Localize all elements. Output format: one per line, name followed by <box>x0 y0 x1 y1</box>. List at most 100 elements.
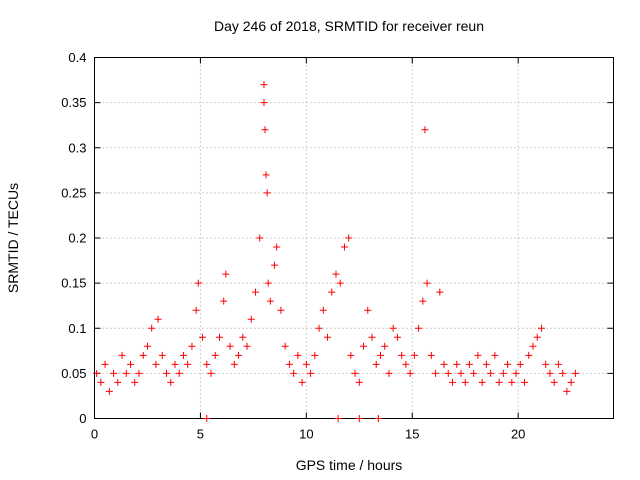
data-point <box>347 351 355 359</box>
data-point <box>114 378 122 386</box>
data-point <box>139 351 147 359</box>
data-point <box>230 360 238 368</box>
data-point <box>360 342 368 350</box>
y-tick-label: 0 <box>79 411 86 426</box>
data-point <box>368 333 376 341</box>
x-tick-label: 10 <box>299 427 313 442</box>
data-point <box>93 369 101 377</box>
data-point <box>546 369 554 377</box>
data-point <box>158 351 166 359</box>
data-point <box>351 369 359 377</box>
data-point <box>315 324 323 332</box>
data-point <box>332 270 340 278</box>
data-point <box>465 360 473 368</box>
data-point <box>122 369 130 377</box>
data-point <box>167 378 175 386</box>
y-tick-label: 0.35 <box>61 95 86 110</box>
data-point <box>487 369 495 377</box>
data-point <box>101 360 109 368</box>
data-point <box>256 234 264 242</box>
data-point <box>222 270 230 278</box>
data-point <box>495 378 503 386</box>
data-point <box>152 360 160 368</box>
data-point <box>381 342 389 350</box>
y-tick-label: 0.1 <box>68 321 86 336</box>
data-point <box>385 369 393 377</box>
data-point <box>294 351 302 359</box>
x-tick-label: 0 <box>91 427 98 442</box>
data-point <box>478 378 486 386</box>
data-point <box>542 360 550 368</box>
y-tick-label: 0.15 <box>61 276 86 291</box>
data-point <box>537 324 545 332</box>
data-point <box>203 415 211 422</box>
data-point <box>474 351 482 359</box>
data-point <box>127 360 135 368</box>
data-point <box>311 351 319 359</box>
data-point <box>226 342 234 350</box>
data-point <box>261 126 269 134</box>
x-tick-label: 15 <box>405 427 419 442</box>
data-point <box>444 369 452 377</box>
data-point <box>499 369 507 377</box>
data-point <box>262 171 270 179</box>
data-point <box>290 369 298 377</box>
data-point <box>277 306 285 314</box>
data-point <box>271 261 279 269</box>
data-point <box>340 243 348 251</box>
data-point <box>148 324 156 332</box>
data-point <box>220 297 228 305</box>
data-point <box>571 369 579 377</box>
data-point <box>175 369 183 377</box>
data-point <box>118 351 126 359</box>
y-tick-label: 0.2 <box>68 231 86 246</box>
data-point <box>529 342 537 350</box>
data-point <box>427 351 435 359</box>
data-point <box>415 324 423 332</box>
data-point <box>251 288 259 296</box>
y-tick-label: 0.4 <box>68 50 86 65</box>
data-point <box>421 126 429 134</box>
data-point <box>364 306 372 314</box>
data-point <box>398 351 406 359</box>
data-point <box>260 99 268 107</box>
data-point <box>105 387 113 395</box>
data-point <box>154 315 162 323</box>
data-point <box>319 306 327 314</box>
data-point <box>192 306 200 314</box>
data-point <box>336 279 344 287</box>
data-point <box>423 279 431 287</box>
data-point <box>199 333 207 341</box>
data-point <box>264 279 272 287</box>
data-point <box>307 369 315 377</box>
data-point <box>143 342 151 350</box>
y-tick-label: 0.25 <box>61 185 86 200</box>
data-point <box>184 360 192 368</box>
data-point <box>554 360 562 368</box>
data-point <box>273 243 281 251</box>
data-point <box>491 351 499 359</box>
data-point <box>432 369 440 377</box>
chart-title: Day 246 of 2018, SRMTID for receiver reu… <box>214 18 484 34</box>
x-tick-label: 20 <box>511 427 525 442</box>
data-point <box>389 324 397 332</box>
data-point <box>449 378 457 386</box>
x-tick-label: 5 <box>197 427 204 442</box>
data-point <box>235 351 243 359</box>
data-point <box>188 342 196 350</box>
data-point <box>215 333 223 341</box>
data-point <box>521 378 529 386</box>
data-point <box>263 189 271 197</box>
data-point <box>131 378 139 386</box>
data-point <box>406 369 414 377</box>
data-point <box>374 415 382 422</box>
data-point <box>207 369 215 377</box>
data-point <box>376 351 384 359</box>
data-point <box>281 342 289 350</box>
data-point <box>345 234 353 242</box>
data-point <box>211 351 219 359</box>
data-point <box>163 369 171 377</box>
data-point <box>110 369 118 377</box>
axis-ticks: 0 0.05 0.1 0.15 0.2 0.25 0.3 0.35 0.4 0 5 10 15 20 <box>61 50 614 442</box>
